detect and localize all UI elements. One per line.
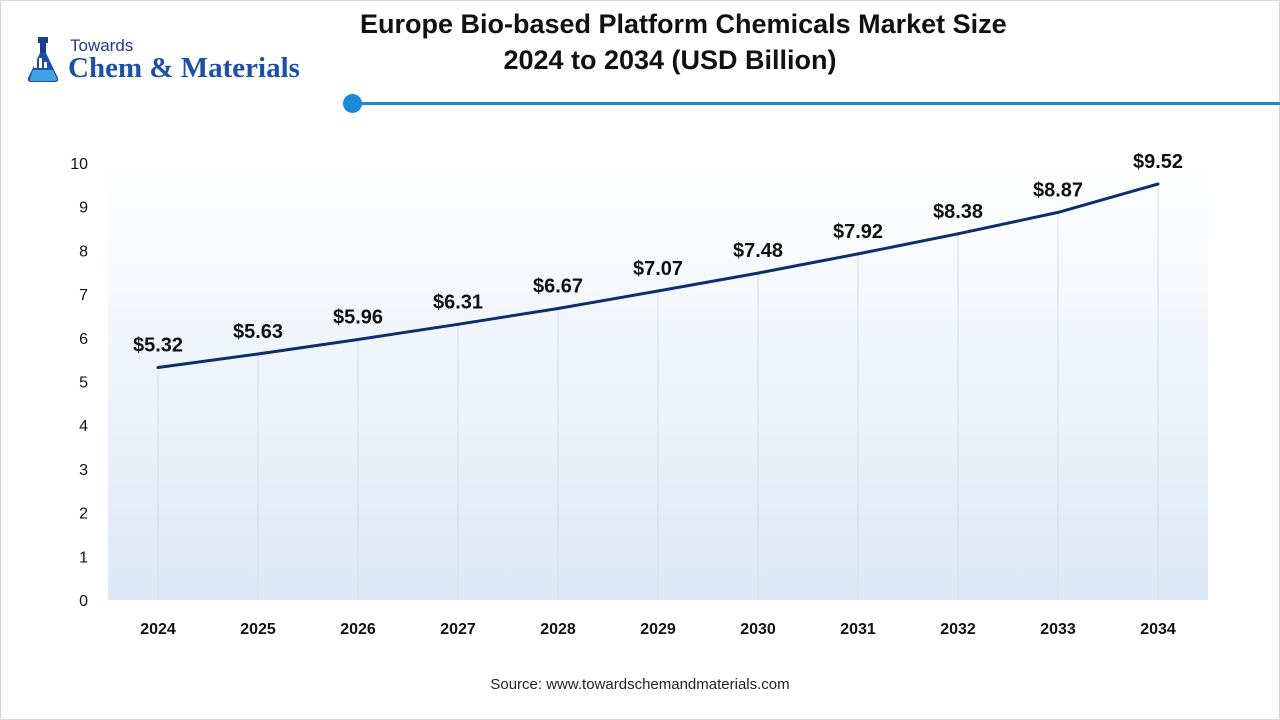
logo-top-text: Towards <box>70 36 134 55</box>
data-label: $9.52 <box>1133 151 1183 173</box>
x-tick-label: 2025 <box>240 621 276 638</box>
data-label: $6.67 <box>533 276 583 298</box>
data-label: $5.32 <box>133 335 183 357</box>
y-tick-label: 0 <box>79 593 88 610</box>
data-point <box>256 352 260 356</box>
x-tick-label: 2032 <box>940 621 976 638</box>
y-tick-label: 6 <box>79 331 88 348</box>
y-tick-label: 10 <box>70 156 88 173</box>
x-tick-label: 2028 <box>540 621 576 638</box>
y-tick-label: 2 <box>79 506 88 523</box>
data-label: $6.31 <box>433 291 483 313</box>
chart-title: Europe Bio-based Platform Chemicals Mark… <box>360 6 1007 78</box>
data-point <box>656 289 660 293</box>
x-tick-label: 2029 <box>640 621 676 638</box>
header-divider-dot <box>343 94 362 113</box>
y-tick-label: 1 <box>79 549 88 566</box>
data-point <box>156 366 160 370</box>
y-tick-label: 3 <box>79 462 88 479</box>
y-tick-label: 9 <box>79 200 88 217</box>
data-point <box>756 271 760 275</box>
x-tick-label: 2024 <box>140 621 176 638</box>
x-tick-label: 2030 <box>740 621 776 638</box>
data-label: $7.48 <box>733 240 783 262</box>
y-tick-label: 8 <box>79 243 88 260</box>
x-tick-label: 2027 <box>440 621 476 638</box>
brand-logo: Towards Chem & Materials <box>22 36 342 88</box>
x-tick-label: 2033 <box>1040 621 1076 638</box>
x-tick-label: 2031 <box>840 621 876 638</box>
data-point <box>556 307 560 311</box>
y-tick-label: 7 <box>79 287 88 304</box>
chart-title-line1: Europe Bio-based Platform Chemicals Mark… <box>360 9 1007 39</box>
x-tick-label: 2034 <box>1140 621 1176 638</box>
y-tick-label: 4 <box>79 418 88 435</box>
data-point <box>1056 210 1060 214</box>
data-label: $8.87 <box>1033 179 1083 201</box>
data-label: $8.38 <box>933 201 983 223</box>
data-label: $7.07 <box>633 258 683 280</box>
data-point <box>956 232 960 236</box>
data-label: $7.92 <box>833 221 883 243</box>
y-tick-label: 5 <box>79 375 88 392</box>
chart-title-line2: 2024 to 2034 (USD Billion) <box>503 45 837 75</box>
data-point <box>1156 182 1160 186</box>
data-point <box>856 252 860 256</box>
logo-main-text: Chem & Materials <box>68 52 300 84</box>
data-label: $5.96 <box>333 307 383 329</box>
header-divider <box>352 102 1280 105</box>
x-tick-label: 2026 <box>340 621 376 638</box>
source-note: Source: www.towardschemandmaterials.com <box>490 676 790 693</box>
flask-icon <box>27 37 59 82</box>
data-point <box>356 338 360 342</box>
data-point <box>456 322 460 326</box>
data-label: $5.63 <box>233 321 283 343</box>
